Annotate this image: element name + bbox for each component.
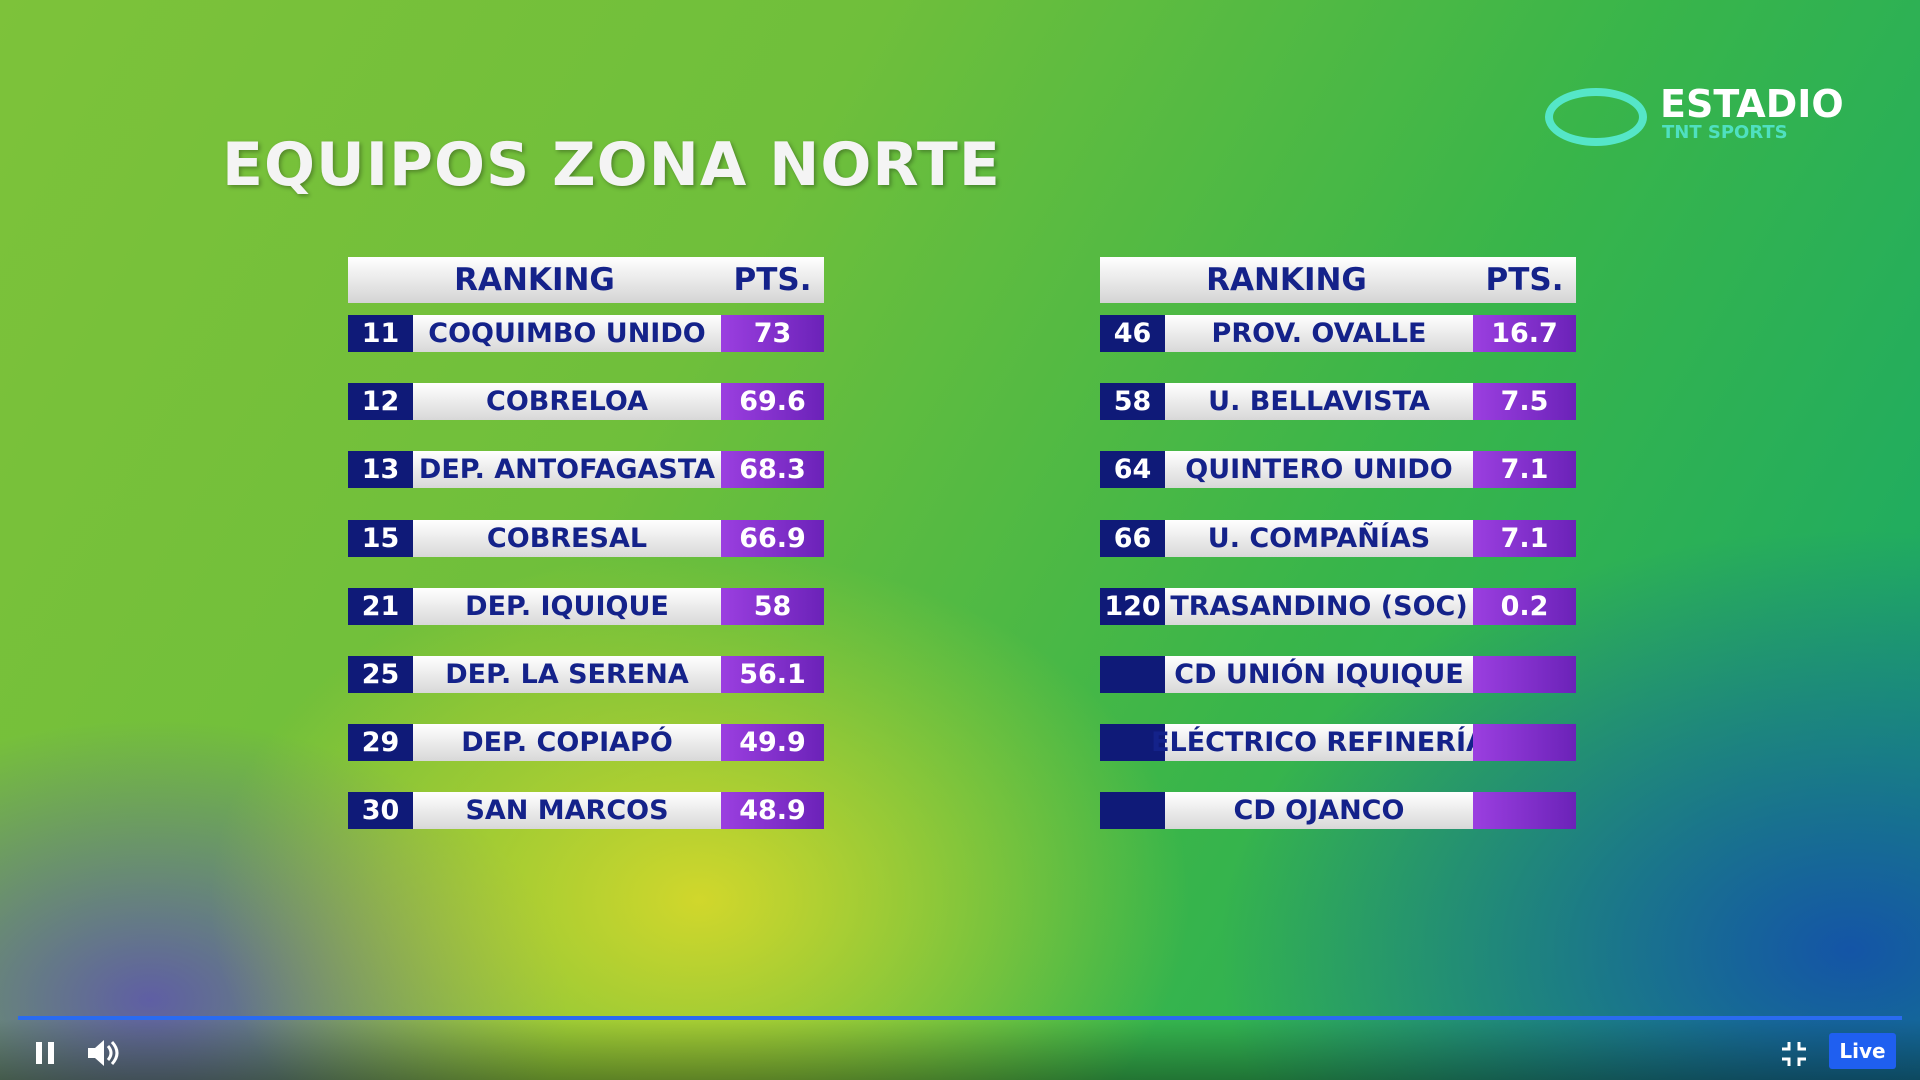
pts-cell: 66.9	[721, 519, 824, 557]
team-cell: ELÉCTRICO REFINERÍA	[1151, 724, 1487, 762]
ranking-table: RANKING PTS. 11 COQUIMBO UNIDO 73 12 COBRELOA 6…	[348, 257, 824, 837]
rank-cell: 13	[348, 451, 413, 489]
pts-cell: 68.3	[721, 451, 824, 489]
pts-cell: 69.6	[721, 383, 824, 421]
logo-sub: TNT SPORTS	[1662, 122, 1788, 143]
rank-cell	[1100, 724, 1165, 762]
live-button[interactable]: Live	[1829, 1033, 1896, 1069]
logo: ESTADIO TNT SPORTS	[1545, 82, 1844, 146]
team-cell: DEP. COPIAPÓ	[413, 724, 721, 762]
rank-cell: 12	[348, 383, 413, 421]
team-cell: SAN MARCOS	[413, 792, 721, 830]
rank-cell: 46	[1100, 315, 1165, 352]
team-cell: U. BELLAVISTA	[1165, 383, 1473, 421]
pts-cell: 48.9	[721, 792, 824, 830]
header-pts: PTS.	[1485, 262, 1564, 298]
team-cell: TRASANDINO (SOC)	[1165, 587, 1473, 625]
header-ranking: RANKING	[454, 262, 615, 298]
rank-cell: 11	[348, 315, 413, 352]
pts-cell: 49.9	[721, 724, 824, 762]
title: EQUIPOS ZONA NORTE	[222, 130, 1001, 200]
rank-cell: 120	[1100, 587, 1165, 625]
table-header: RANKING PTS.	[1100, 257, 1576, 303]
logo-name: ESTADIO	[1660, 82, 1844, 126]
header-ranking: RANKING	[1206, 262, 1367, 298]
rank-cell: 64	[1100, 451, 1165, 489]
pause-button[interactable]	[34, 1040, 58, 1066]
team-cell: PROV. OVALLE	[1165, 315, 1473, 352]
team-cell: DEP. ANTOFAGASTA	[413, 451, 721, 489]
table-header: RANKING PTS.	[348, 257, 824, 303]
team-cell: CD OJANCO	[1165, 792, 1473, 830]
fullscreen-button[interactable]	[1780, 1040, 1808, 1068]
team-cell: COBRELOA	[413, 383, 721, 421]
header-pts: PTS.	[733, 262, 812, 298]
team-cell: COQUIMBO UNIDO	[413, 315, 721, 352]
rank-cell: 21	[348, 587, 413, 625]
logo-icon	[1545, 88, 1647, 146]
rank-cell: 58	[1100, 383, 1165, 421]
team-cell: COBRESAL	[413, 519, 721, 557]
team-cell: DEP. IQUIQUE	[413, 587, 721, 625]
rank-cell	[1100, 792, 1165, 830]
rank-cell	[1100, 656, 1165, 693]
pts-cell: 73	[721, 315, 824, 352]
rank-cell: 25	[348, 656, 413, 693]
rank-cell: 66	[1100, 519, 1165, 557]
pts-cell	[1473, 656, 1576, 693]
pts-cell	[1473, 792, 1576, 830]
pts-cell	[1473, 724, 1576, 762]
volume-button[interactable]	[86, 1038, 120, 1068]
rank-cell: 30	[348, 792, 413, 830]
rank-cell: 29	[348, 724, 413, 762]
rank-cell: 15	[348, 519, 413, 557]
player-controls	[0, 1020, 1920, 1080]
team-cell: CD UNIÓN IQUIQUE	[1165, 656, 1473, 693]
progress-bar[interactable]	[18, 1016, 1902, 1020]
pts-cell: 56.1	[721, 656, 824, 693]
pts-cell: 0.2	[1473, 587, 1576, 625]
team-cell: DEP. LA SERENA	[413, 656, 721, 693]
pts-cell: 7.5	[1473, 383, 1576, 421]
team-cell: U. COMPAÑÍAS	[1165, 519, 1473, 557]
pts-cell: 7.1	[1473, 451, 1576, 489]
ranking-table: RANKING PTS. 46 PROV. OVALLE 16.7 58 U. BELLAV…	[1100, 257, 1576, 837]
pts-cell: 16.7	[1473, 315, 1576, 352]
pts-cell: 7.1	[1473, 519, 1576, 557]
team-cell: QUINTERO UNIDO	[1165, 451, 1473, 489]
pts-cell: 58	[721, 587, 824, 625]
